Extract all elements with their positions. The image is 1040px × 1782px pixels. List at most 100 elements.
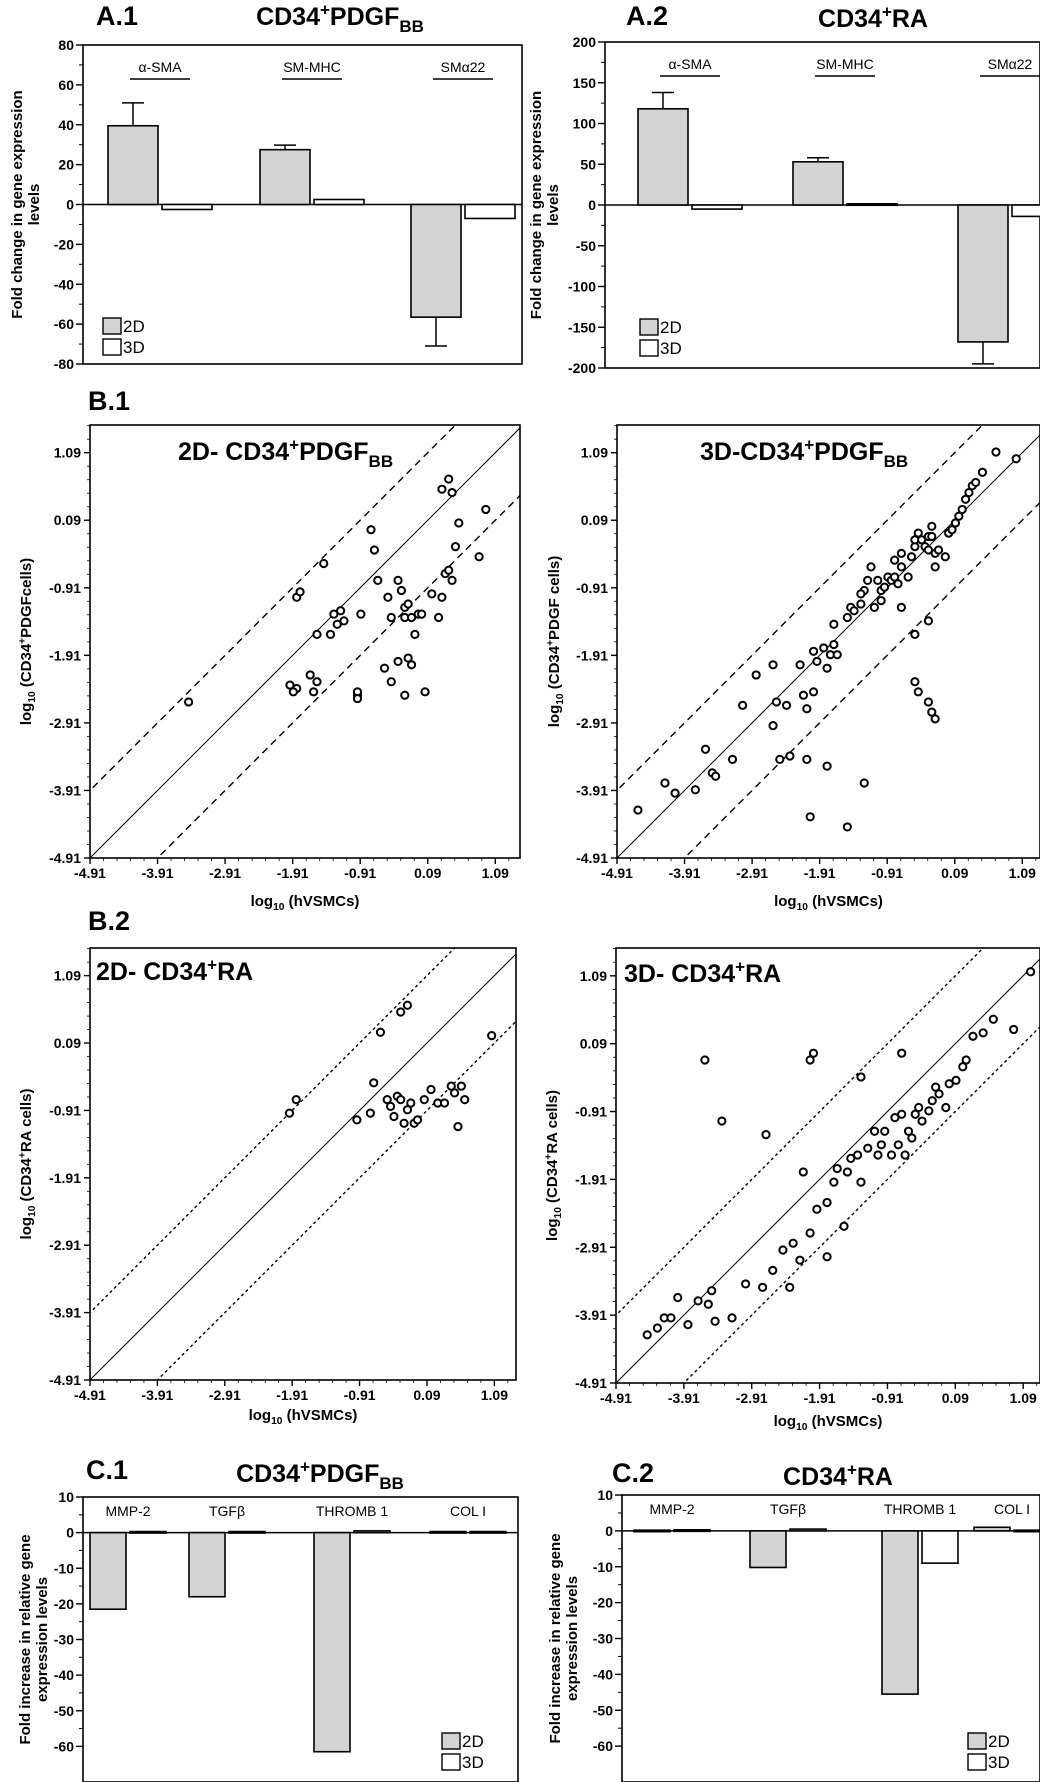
data-point <box>954 511 964 521</box>
data-point <box>410 629 420 640</box>
data-point <box>910 629 920 640</box>
data-point <box>447 487 457 498</box>
data-point <box>437 484 447 494</box>
category-label-0: α-SMA <box>138 59 182 75</box>
data-point <box>805 812 815 822</box>
data-point <box>693 1296 703 1306</box>
data-point <box>660 778 670 788</box>
x-tick-label: 0.09 <box>414 865 441 881</box>
data-point <box>700 1055 710 1065</box>
bar-3d-3 <box>1013 1529 1040 1533</box>
data-point <box>332 619 342 629</box>
data-point <box>950 518 961 528</box>
data-point <box>802 704 812 714</box>
bar-3d-2 <box>464 203 516 220</box>
data-point <box>727 754 738 764</box>
x-tick-label: -2.91 <box>736 1390 768 1406</box>
y-axis-label: log10 (CD34+RA cells) <box>17 1089 38 1240</box>
x-axis-label: log10 (hVSMCs) <box>249 1407 358 1427</box>
data-point <box>683 1320 693 1330</box>
y-tick-label: 0 <box>588 197 596 213</box>
data-point <box>285 680 295 690</box>
bar-2d-0 <box>107 124 159 206</box>
data-point <box>369 1078 379 1088</box>
panel-label-C-1: C.1 <box>86 1455 128 1485</box>
x-tick-label: -0.91 <box>871 1390 903 1406</box>
data-point <box>393 656 403 667</box>
data-point <box>852 1150 863 1160</box>
bar-2d-2 <box>957 204 1009 343</box>
x-tick-label: -3.91 <box>141 1387 173 1403</box>
data-point <box>896 548 906 558</box>
x-tick-label: 0.09 <box>942 1390 969 1406</box>
data-point <box>761 1130 771 1140</box>
data-point <box>406 1098 416 1108</box>
data-point <box>930 562 940 572</box>
panel-label-C-2: C.2 <box>612 1458 654 1488</box>
data-point <box>700 744 711 754</box>
data-point <box>369 545 379 555</box>
data-point <box>839 1221 849 1231</box>
data-point <box>822 1197 832 1208</box>
bar-2d-3 <box>429 1530 467 1534</box>
category-label-3: COL I <box>450 1503 486 1519</box>
y-tick-label: -2.91 <box>49 715 81 731</box>
threshold-line <box>156 1020 516 1380</box>
threshold-line <box>617 425 984 792</box>
y-tick-label: -150 <box>568 319 596 335</box>
y-tick-label: -20 <box>593 1595 613 1611</box>
bar-3d-0 <box>673 1528 711 1533</box>
bar-chart-a1: 80 60 40 20 0 -20 -40 -60 -80 α-SMA SM-MHC SMα22 2D 3… <box>9 37 523 372</box>
panel-label-A-2: A.2 <box>626 1 668 31</box>
y-tick-label: -0.91 <box>49 580 81 596</box>
data-point <box>450 1088 460 1098</box>
data-point <box>711 771 721 781</box>
data-point <box>971 477 981 488</box>
data-point <box>312 677 322 687</box>
data-point <box>927 531 937 542</box>
data-point <box>917 1116 927 1126</box>
y-tick-label: -1.91 <box>49 1170 81 1186</box>
data-point <box>386 677 396 687</box>
bar-3d-0 <box>161 203 213 211</box>
data-point <box>393 575 403 585</box>
data-point <box>427 589 437 599</box>
category-label-1: TGFβ <box>209 1503 245 1519</box>
data-point <box>869 602 879 612</box>
y-tick-label: -10 <box>593 1559 613 1575</box>
data-point <box>785 751 795 761</box>
data-point <box>880 1126 890 1136</box>
y-tick-label: 60 <box>58 77 74 93</box>
data-point <box>849 606 859 616</box>
x-tick-label: -1.91 <box>804 865 836 881</box>
data-point <box>812 656 822 667</box>
y-tick-label: -1.91 <box>49 647 81 663</box>
data-point <box>670 788 680 798</box>
y-tick-label: 1.09 <box>581 445 608 461</box>
data-point <box>897 1048 907 1058</box>
bar-3d-2 <box>921 1530 959 1564</box>
data-point <box>869 1126 880 1136</box>
y-axis-label: Fold increase in relative geneexpression… <box>547 1533 581 1743</box>
data-point <box>352 1115 362 1125</box>
data-point <box>444 474 454 484</box>
y-tick-label: 10 <box>58 1489 74 1505</box>
data-point <box>308 687 319 697</box>
identity-line <box>616 958 1040 1383</box>
data-point <box>356 609 366 619</box>
data-point <box>893 579 903 589</box>
bar-3d-2 <box>1011 204 1040 218</box>
data-point <box>873 1150 883 1160</box>
y-tick-label: -50 <box>593 1702 613 1718</box>
x-tick-label: -4.91 <box>74 865 106 881</box>
data-point <box>968 1031 978 1041</box>
data-point <box>295 587 305 597</box>
data-point <box>832 1163 842 1174</box>
bar-2d-0 <box>89 1531 127 1611</box>
data-point <box>402 1105 413 1115</box>
x-tick-label: -4.91 <box>601 865 633 881</box>
data-point <box>1011 454 1021 464</box>
x-axis-label: log10 (hVSMCs) <box>774 893 883 913</box>
data-point <box>991 447 1001 457</box>
x-axis-label: log10 (hVSMCs) <box>251 893 360 913</box>
